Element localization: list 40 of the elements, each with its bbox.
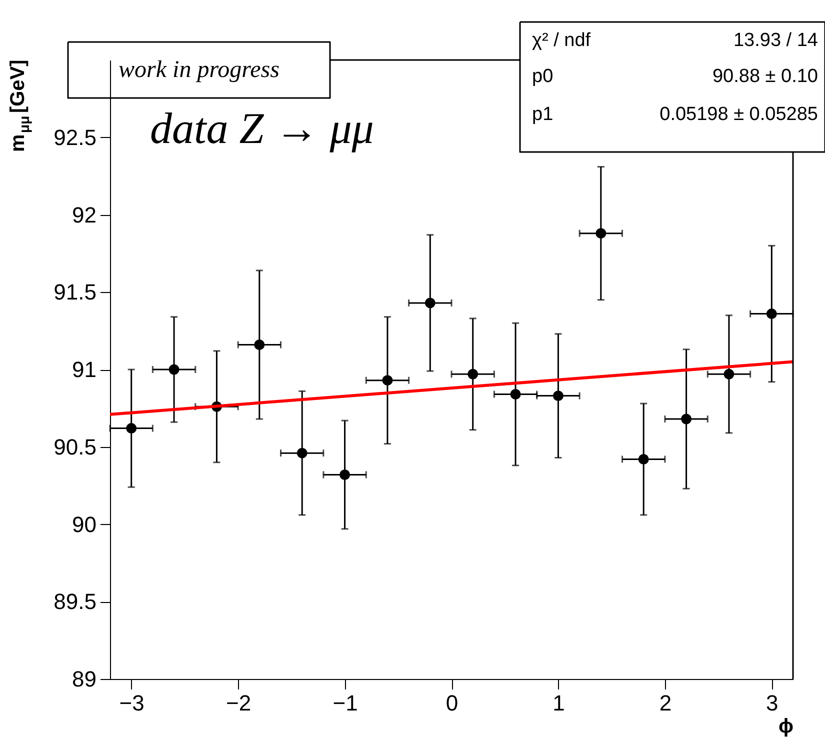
x-tick-label: 0 — [446, 690, 458, 716]
y-tick-label: 91 — [72, 357, 96, 382]
annotation: data Z → μμ — [150, 104, 374, 153]
y-axis-title: mμμ[GeV] — [7, 60, 32, 152]
text: χ² / ndf — [532, 30, 592, 51]
point — [596, 228, 606, 239]
y-tick-label: 92 — [72, 202, 96, 228]
annotation: 0.05198 ± 0.05285 — [660, 104, 818, 125]
point — [424, 298, 436, 308]
x-tick-label: 1 — [552, 690, 565, 716]
y-tick-label: 90 — [72, 512, 96, 537]
point — [254, 340, 265, 350]
annotation: 90.88 ± 0.10 — [712, 66, 818, 87]
point — [168, 364, 180, 375]
y-tick-label: 92.5 — [54, 124, 96, 150]
point — [552, 390, 564, 402]
y-tick-label: 89.5 — [54, 589, 96, 614]
x-tick-label: 2 — [659, 690, 672, 716]
point — [638, 454, 649, 464]
point — [681, 414, 692, 424]
x-axis-title: ϕ — [778, 716, 794, 738]
point — [468, 368, 478, 380]
point — [766, 308, 777, 320]
y-tick-label: 90.5 — [54, 434, 96, 460]
point — [340, 469, 350, 480]
annotation: p1 — [532, 104, 554, 125]
annotation: work in progress — [118, 57, 280, 83]
x-tick-label: −2 — [226, 690, 252, 716]
point — [724, 368, 734, 380]
x-tick-label: −3 — [119, 690, 144, 716]
point — [510, 389, 521, 400]
point — [126, 423, 137, 434]
x-tick-label: −1 — [332, 690, 358, 716]
x-tick-label: 3 — [766, 690, 778, 716]
annotation: p0 — [532, 66, 554, 87]
point — [296, 448, 308, 458]
text: 13.93 / 14 — [733, 30, 818, 51]
y-tick-label: 89 — [72, 666, 96, 692]
y-tick-label: 91.5 — [54, 280, 96, 305]
point — [382, 375, 393, 386]
